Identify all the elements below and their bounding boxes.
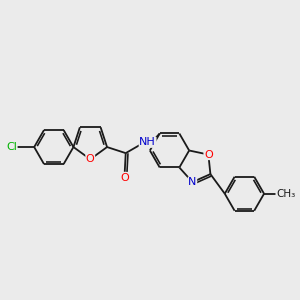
Text: NH: NH — [139, 137, 156, 147]
Text: O: O — [120, 173, 129, 183]
Text: CH₃: CH₃ — [276, 189, 295, 199]
Text: N: N — [188, 177, 197, 187]
Text: O: O — [204, 150, 213, 160]
Text: Cl: Cl — [6, 142, 17, 152]
Text: O: O — [86, 154, 94, 164]
